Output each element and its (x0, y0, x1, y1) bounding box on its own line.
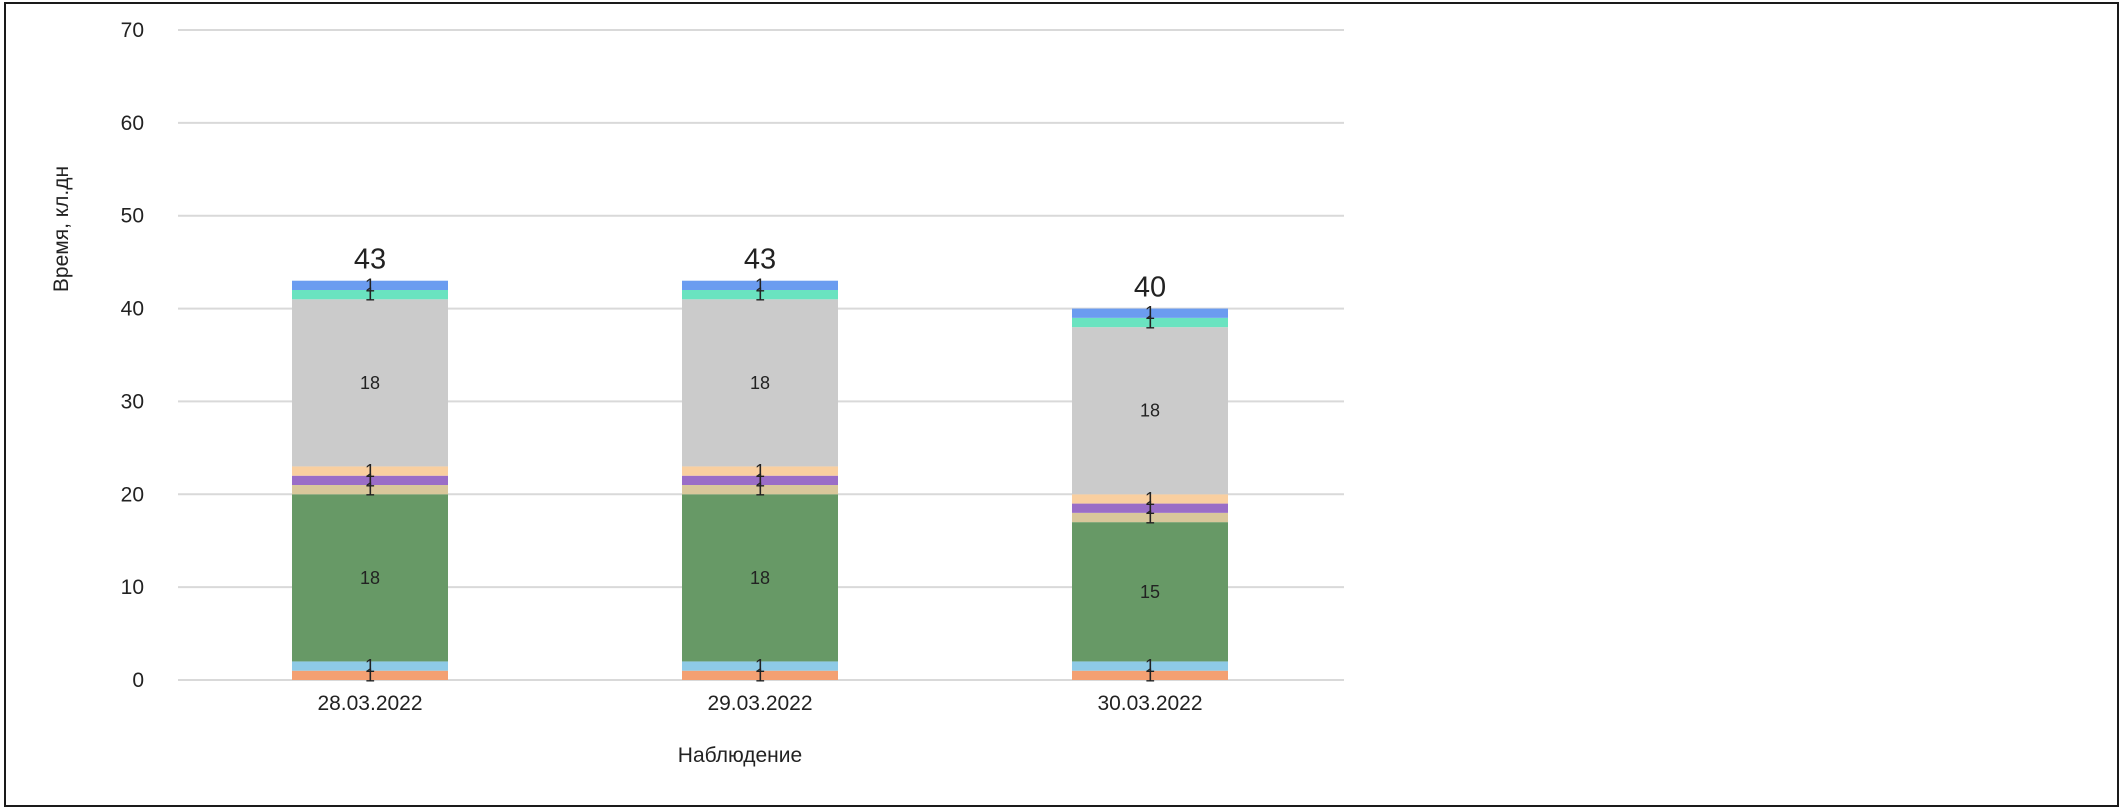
x-axis-title: Наблюдение (678, 744, 802, 767)
segment-value-label: 1 (365, 656, 375, 676)
segment-value-label: 18 (360, 373, 380, 393)
x-axis-ticks: 28.03.2022 29.03.2022 30.03.2022 (317, 692, 1202, 715)
segment-value-label: 18 (360, 568, 380, 588)
y-axis-title: Время, кл.дн (50, 166, 73, 292)
segment-value-label: 15 (1140, 582, 1160, 602)
y-tick-label: 30 (121, 390, 144, 413)
segment-value-label: 1 (755, 275, 765, 295)
segment-value-label: 18 (750, 568, 770, 588)
x-tick-label: 29.03.2022 (707, 692, 812, 715)
y-axis-ticks: 0 10 20 30 40 50 60 70 (121, 19, 144, 692)
y-tick-label: 0 (132, 669, 144, 692)
x-tick-label: 30.03.2022 (1097, 692, 1202, 715)
total-value-label: 43 (354, 244, 386, 276)
y-tick-label: 50 (121, 205, 144, 228)
x-tick-label: 28.03.2022 (317, 692, 422, 715)
segment-value-label: 1 (1145, 303, 1155, 323)
total-value-label: 40 (1134, 272, 1166, 304)
segment-value-label: 1 (1145, 656, 1155, 676)
segment-value-label: 1 (365, 275, 375, 295)
chart-frame: 0 10 20 30 40 50 60 70 1 1 18 1 1 1 18 1 1 43 1 1 18 1 1 1 18 1 1… (4, 2, 2119, 807)
y-tick-label: 40 (121, 298, 144, 321)
segment-value-label: 1 (365, 461, 375, 481)
y-tick-label: 60 (121, 112, 144, 135)
total-value-label: 43 (744, 244, 776, 276)
y-tick-label: 70 (121, 19, 144, 42)
segment-value-label: 18 (1140, 401, 1160, 421)
segment-value-label: 1 (1145, 489, 1155, 509)
segment-value-label: 1 (755, 461, 765, 481)
y-tick-label: 10 (121, 576, 144, 599)
y-tick-label: 20 (121, 483, 144, 506)
segment-value-label: 18 (750, 373, 770, 393)
segment-value-label: 1 (755, 656, 765, 676)
